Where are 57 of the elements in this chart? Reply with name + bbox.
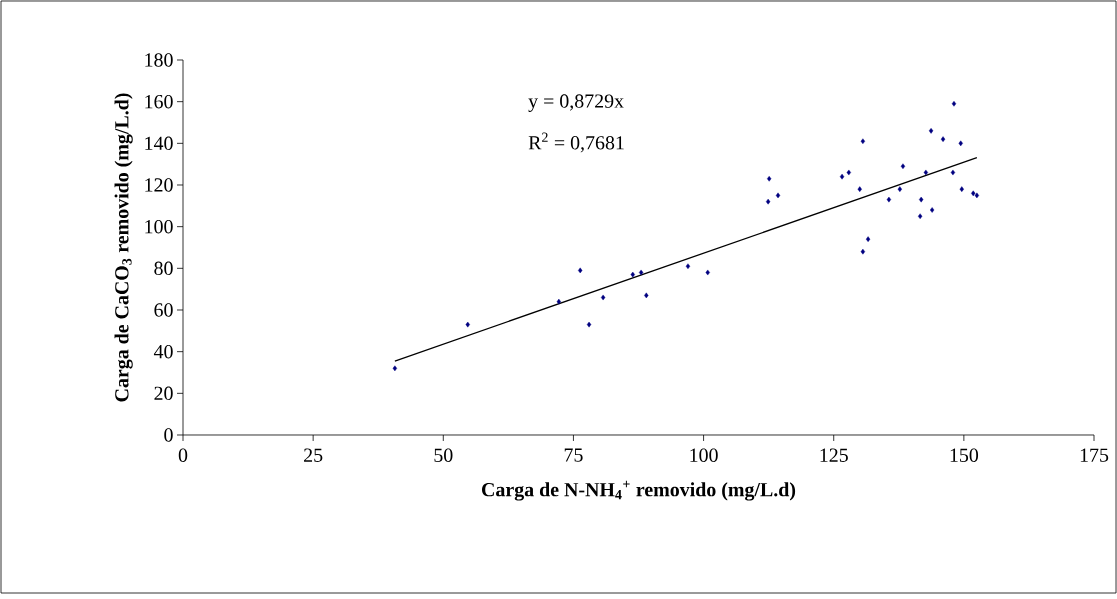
point bbox=[886, 196, 892, 203]
y-tick-label: 100 bbox=[145, 219, 173, 234]
point bbox=[630, 271, 635, 278]
x-tick-label: 100 bbox=[690, 448, 718, 462]
point bbox=[465, 321, 470, 328]
point bbox=[600, 294, 606, 301]
point bbox=[685, 263, 691, 270]
annotation: R$^{2}$ = 0,7681 bbox=[528, 132, 624, 153]
point bbox=[951, 100, 957, 107]
y-tick-label: 80 bbox=[154, 261, 173, 276]
y-tick-label: 20 bbox=[154, 386, 173, 401]
point bbox=[929, 207, 935, 213]
point bbox=[846, 169, 851, 176]
point bbox=[638, 269, 644, 276]
point bbox=[940, 136, 946, 142]
point bbox=[765, 198, 771, 205]
point bbox=[971, 190, 976, 197]
point bbox=[923, 169, 929, 176]
y-tick-label: 160 bbox=[145, 94, 173, 109]
x-axis-title: Carga de N-NH$_{4}$$^{+}$ removido (mg/L.d) bbox=[482, 480, 796, 501]
y-tick-label: 0 bbox=[164, 428, 173, 442]
annotation: y = 0,8729x bbox=[528, 94, 624, 112]
x-tick-label: 175 bbox=[1080, 448, 1109, 462]
point bbox=[928, 128, 934, 134]
point bbox=[767, 175, 772, 182]
point bbox=[644, 292, 649, 299]
point bbox=[705, 269, 710, 276]
y-tick-label: 60 bbox=[154, 303, 173, 317]
point bbox=[900, 163, 906, 170]
y-tick-label: 180 bbox=[145, 53, 173, 67]
point bbox=[897, 186, 902, 192]
x-tick-label: 75 bbox=[564, 448, 583, 462]
point bbox=[578, 267, 583, 274]
point bbox=[857, 186, 862, 192]
point bbox=[860, 248, 866, 255]
y-tick-label: 40 bbox=[153, 344, 173, 359]
point bbox=[950, 169, 956, 176]
y-tick-label: 120 bbox=[145, 178, 173, 192]
y-axis-title: Carga de CaCO$_{3}$ removido (mg/L.d) bbox=[114, 93, 133, 402]
x-tick-label: 25 bbox=[304, 448, 323, 462]
x-tick-label: 50 bbox=[434, 448, 453, 462]
point bbox=[775, 192, 781, 199]
point bbox=[586, 321, 592, 328]
point bbox=[958, 140, 963, 147]
point bbox=[865, 236, 871, 242]
point bbox=[556, 298, 561, 305]
x-tick-label: 0 bbox=[178, 448, 188, 462]
x-tick-label: 150 bbox=[950, 448, 979, 462]
point bbox=[974, 192, 980, 199]
point bbox=[392, 365, 398, 372]
point bbox=[918, 213, 923, 220]
point bbox=[919, 196, 924, 203]
y-tick-label: 140 bbox=[145, 136, 173, 151]
x-tick-label: 125 bbox=[820, 448, 848, 462]
point bbox=[839, 173, 845, 180]
point bbox=[860, 138, 866, 145]
point bbox=[959, 186, 964, 192]
